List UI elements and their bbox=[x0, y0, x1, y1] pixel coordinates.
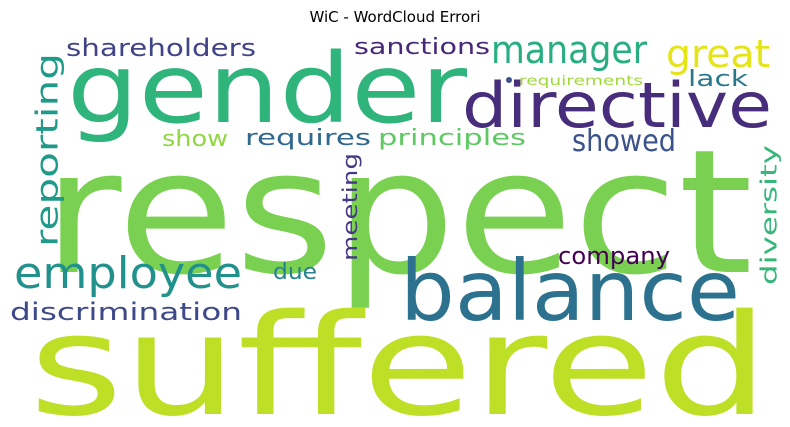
word-employee: employee bbox=[14, 248, 242, 299]
word-meeting: meeting bbox=[338, 153, 362, 261]
word-principles: principles bbox=[378, 126, 526, 151]
word-reporting: reporting bbox=[31, 53, 66, 247]
word-requirements: requirements bbox=[519, 74, 643, 89]
word-manager: manager bbox=[491, 28, 647, 72]
word-diversity: diversity bbox=[758, 145, 783, 285]
word-gender: gender bbox=[67, 33, 468, 145]
word-great: great bbox=[666, 32, 770, 76]
word-due: due bbox=[273, 260, 317, 285]
word-sanctions: sanctions bbox=[354, 35, 490, 60]
word-balance: balance bbox=[400, 242, 740, 340]
word-respect: respect bbox=[43, 112, 753, 313]
word-suffered: suffered bbox=[29, 285, 769, 427]
word-company: company bbox=[558, 242, 670, 270]
word-shareholders: shareholders bbox=[66, 34, 256, 62]
chart-title: WiC - WordCloud Errori bbox=[309, 8, 481, 26]
word-requires: requires bbox=[245, 126, 371, 151]
word-directive: directive bbox=[462, 69, 772, 142]
dot-mark bbox=[506, 77, 512, 83]
word-show: show bbox=[162, 127, 228, 152]
word-discrimination: discrimination bbox=[10, 298, 242, 326]
word-showed: showed bbox=[572, 124, 676, 159]
word-lack: lack bbox=[688, 67, 748, 92]
